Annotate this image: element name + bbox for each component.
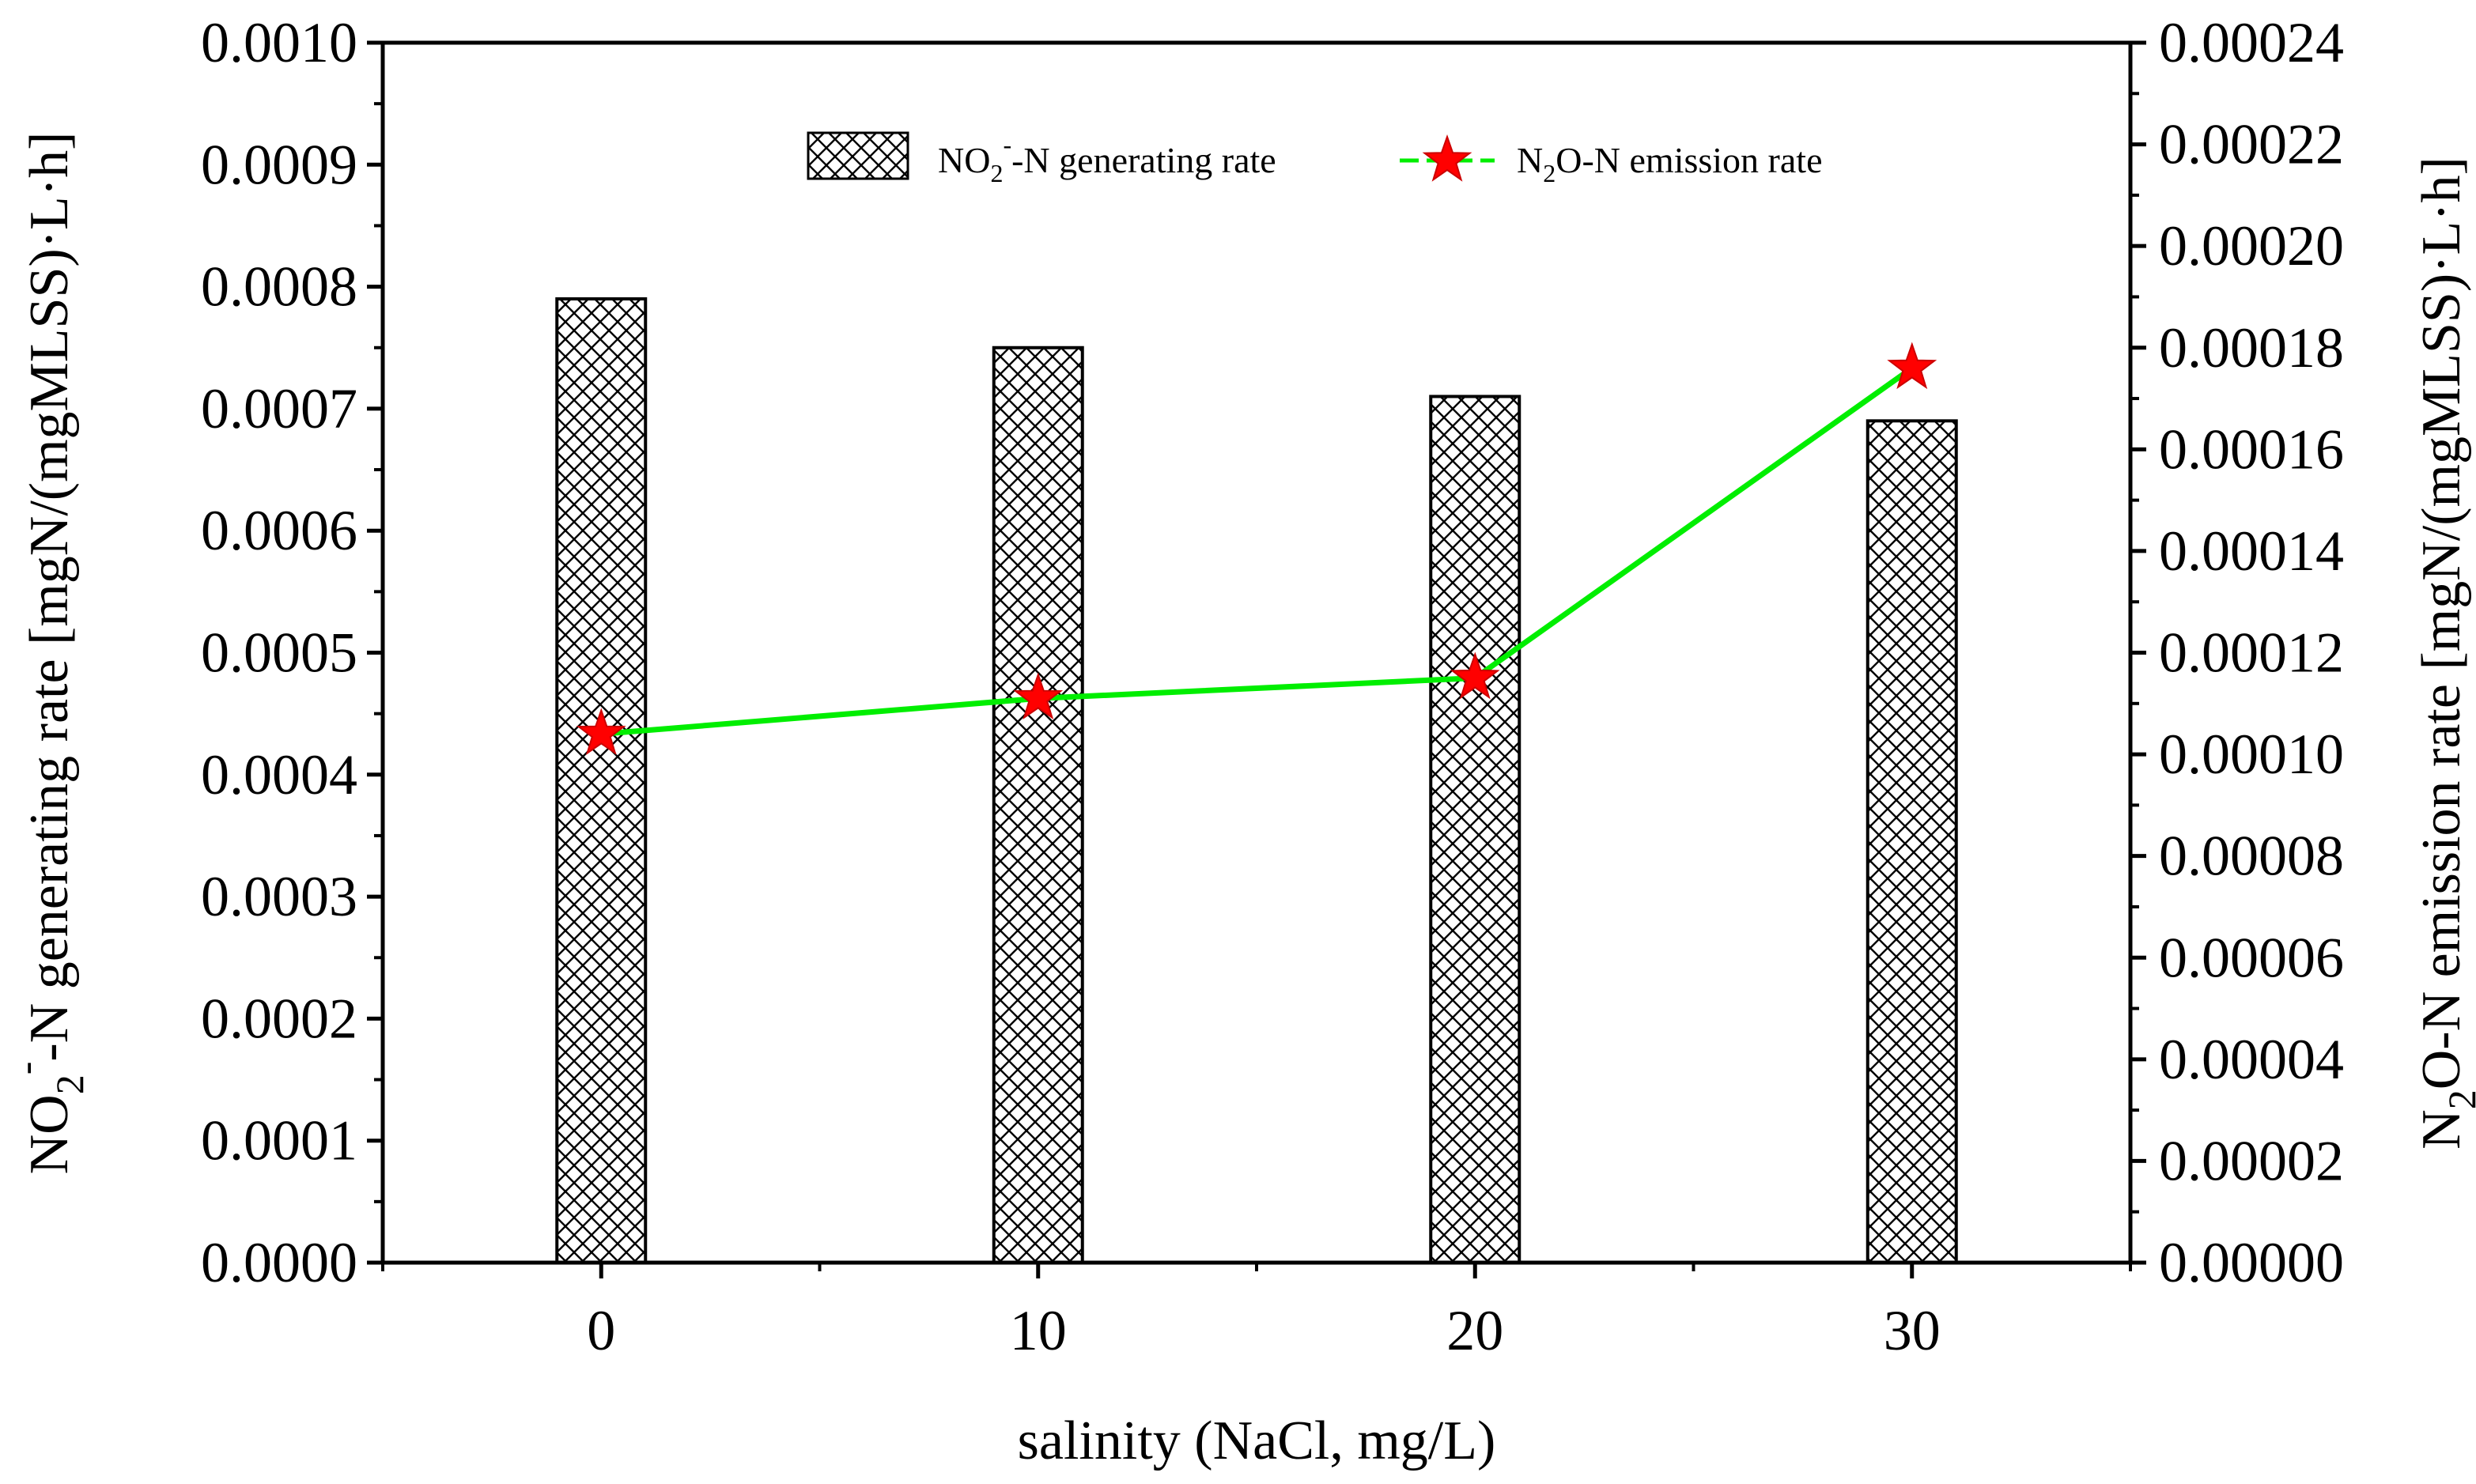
emission-point-20 — [1450, 651, 1500, 700]
legend-bar-swatch — [807, 131, 909, 180]
right-axis: 0.00000 0.00002 0.00004 0.00006 0.00008 0.000… — [2130, 11, 2344, 1294]
right-tick-label: 0.00014 — [2159, 519, 2344, 583]
left-tick-label: 0.0001 — [201, 1109, 357, 1172]
legend-star-icon — [1422, 134, 1472, 182]
right-tick-label: 0.00002 — [2159, 1129, 2344, 1192]
x-tick-label: 30 — [1884, 1299, 1941, 1362]
legend-bar-label: NO2--N generating rate — [938, 130, 1276, 187]
x-tick-label: 10 — [1010, 1299, 1067, 1362]
right-tick-label: 0.00018 — [2159, 316, 2344, 379]
right-tick-label: 0.00024 — [2159, 11, 2344, 74]
right-tick-label: 0.00012 — [2159, 621, 2344, 685]
x-tick-label: 20 — [1446, 1299, 1503, 1362]
left-tick-label: 0.0005 — [201, 621, 357, 685]
right-tick-label: 0.00022 — [2159, 113, 2344, 176]
bar-30 — [1866, 419, 1958, 1265]
left-tick-label: 0.0002 — [201, 987, 357, 1050]
right-tick-label: 0.00020 — [2159, 214, 2344, 278]
left-tick-label: 0.0004 — [201, 743, 357, 806]
legend-line-label: N2O-N emission rate — [1517, 140, 1823, 187]
right-tick-label: 0.00008 — [2159, 825, 2344, 888]
left-tick-label: 0.0008 — [201, 255, 357, 319]
left-axis-title: NO2--N generating rate [mgN/(mgMLSS)·L·h… — [3, 132, 92, 1175]
left-tick-label: 0.0010 — [201, 11, 357, 74]
right-tick-label: 0.00004 — [2159, 1028, 2344, 1091]
right-tick-label: 0.00010 — [2159, 723, 2344, 786]
right-tick-label: 0.00000 — [2159, 1231, 2344, 1294]
right-axis-title: N2O-N emission rate [mgN/(mgMLSS)·L·h] — [2411, 157, 2476, 1150]
emission-point-30 — [1887, 342, 1937, 390]
emission-line — [601, 365, 1914, 737]
left-tick-label: 0.0003 — [201, 865, 357, 928]
bar-20 — [1429, 395, 1522, 1265]
left-tick-label: 0.0006 — [201, 499, 357, 562]
left-axis: 0.0000 0.0001 0.0002 0.0003 0.0004 0.0005 0.00… — [201, 11, 383, 1294]
left-tick-label: 0.0009 — [201, 133, 357, 196]
bar-10 — [992, 346, 1084, 1264]
bar-0 — [555, 297, 648, 1264]
x-axis: 0 10 20 30 — [381, 1263, 2132, 1362]
bar-series — [555, 297, 1958, 1265]
left-tick-label: 0.0007 — [201, 377, 357, 440]
line-series — [576, 342, 1937, 756]
emission-point-0 — [576, 708, 626, 756]
right-tick-label: 0.00016 — [2159, 417, 2344, 481]
right-tick-label: 0.00006 — [2159, 926, 2344, 989]
legend: NO2--N generating rate N2O-N emission ra… — [807, 130, 1823, 187]
x-tick-label: 0 — [587, 1299, 615, 1362]
left-tick-label: 0.0000 — [201, 1231, 357, 1294]
x-axis-title: salinity (NaCl, mg/L) — [1018, 1410, 1496, 1471]
emission-point-10 — [1013, 672, 1064, 720]
